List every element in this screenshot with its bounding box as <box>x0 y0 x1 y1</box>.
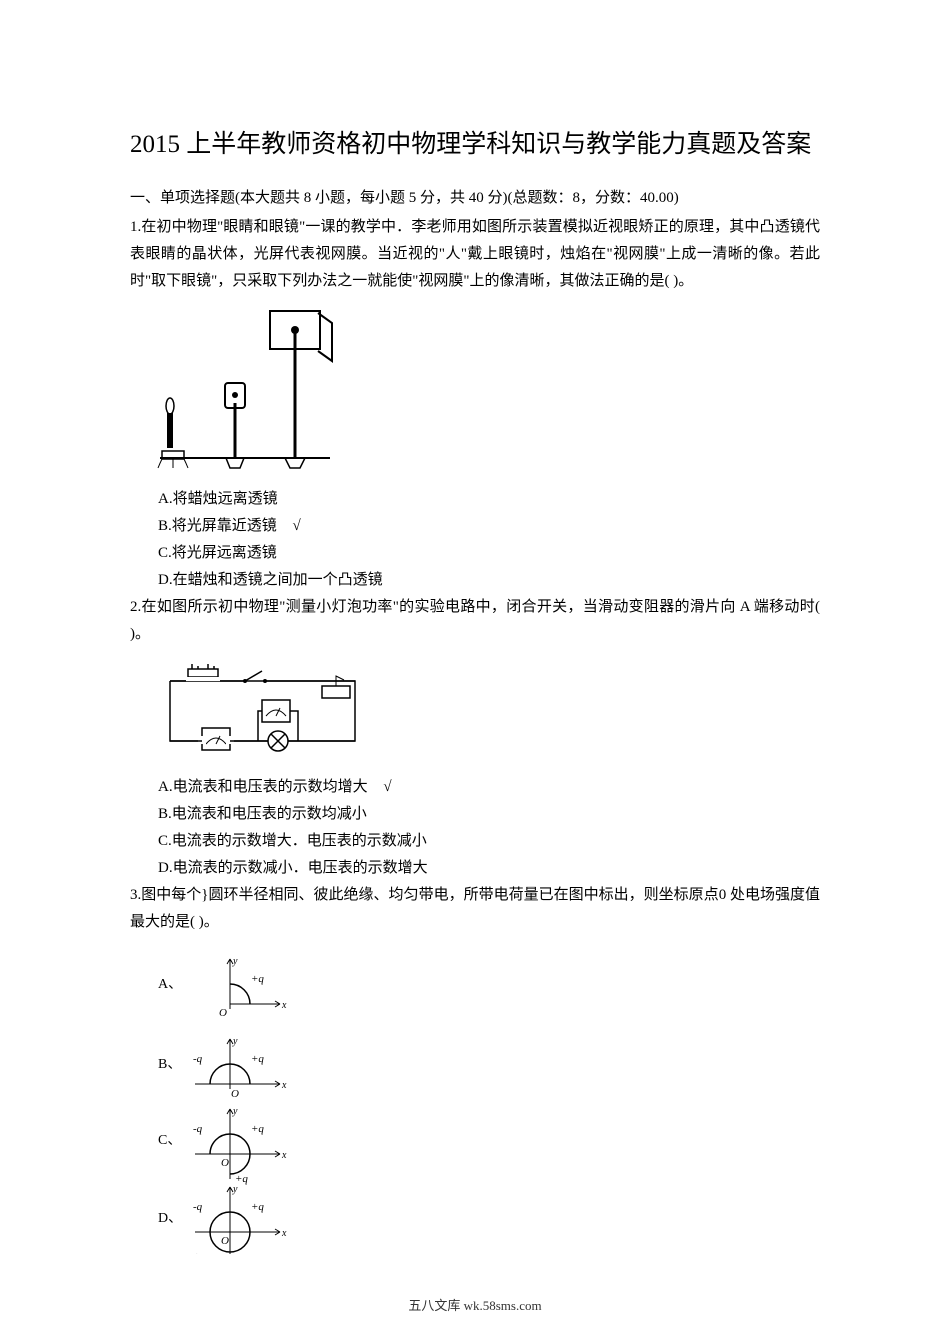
svg-text:-q: -q <box>193 1053 203 1065</box>
option-text: C.电流表的示数增大．电压表的示数减小 <box>158 833 427 849</box>
question-2: 2.在如图所示初中物理"测量小灯泡功率"的实验电路中，闭合开关，当滑动变阻器的滑… <box>130 594 820 648</box>
svg-text:x: x <box>281 1228 287 1239</box>
svg-text:O: O <box>231 1088 239 1100</box>
question-3: 3.图中每个}圆环半径相同、彼此绝缘、均匀带电，所带电荷量已在图中标出，则坐标原… <box>130 882 820 936</box>
svg-text:+q: +q <box>193 1251 206 1254</box>
question-2-stem: 2.在如图所示初中物理"测量小灯泡功率"的实验电路中，闭合开关，当滑动变阻器的滑… <box>130 594 820 648</box>
svg-text:x: x <box>281 1080 287 1091</box>
question-2-option-a: A.电流表和电压表的示数均增大 √ <box>130 774 820 801</box>
option-text: A.将蜡烛远离透镜 <box>158 491 278 507</box>
document-title: 2015 上半年教师资格初中物理学科知识与教学能力真题及答案 <box>130 120 820 170</box>
svg-text:O: O <box>221 1157 229 1169</box>
question-1-stem: 1.在初中物理"眼睛和眼镜"一课的教学中．李老师用如图所示装置模拟近视眼矫正的原… <box>130 214 820 295</box>
option-text: D.电流表的示数减小．电压表的示数增大 <box>158 860 428 876</box>
question-1-option-a: A.将蜡烛远离透镜 <box>130 486 820 513</box>
svg-text:+q: +q <box>251 973 264 985</box>
option-text: D.在蜡烛和透镜之间加一个凸透镜 <box>158 572 383 588</box>
question-2-figure <box>150 656 820 766</box>
svg-text:x: x <box>281 1150 287 1161</box>
svg-text:D、: D、 <box>158 1211 182 1226</box>
question-3-figure: A、 x y +q O B、 x y +q -q O C、 <box>150 944 820 1254</box>
svg-text:O: O <box>219 1007 227 1019</box>
svg-text:B、: B、 <box>158 1057 181 1072</box>
svg-text:x: x <box>281 1000 287 1011</box>
section-title: 一、单项选择题(本大题共 8 小题，每小题 5 分，共 40 分)(总题数：8，… <box>130 185 820 212</box>
question-2-option-d: D.电流表的示数减小．电压表的示数增大 <box>130 855 820 882</box>
svg-text:-q: -q <box>251 1251 261 1254</box>
option-text: C.将光屏远离透镜 <box>158 545 277 561</box>
svg-text:y: y <box>232 1106 238 1117</box>
option-text: A.电流表和电压表的示数均增大 <box>158 779 368 795</box>
svg-text:y: y <box>232 956 238 967</box>
svg-text:+q: +q <box>251 1053 264 1065</box>
svg-text:-q: -q <box>193 1201 203 1213</box>
question-1-option-c: C.将光屏远离透镜 <box>130 540 820 567</box>
page-footer: 五八文库 wk.58sms.com <box>0 1295 950 1314</box>
svg-text:A、: A、 <box>158 977 182 992</box>
question-1: 1.在初中物理"眼睛和眼镜"一课的教学中．李老师用如图所示装置模拟近视眼矫正的原… <box>130 214 820 295</box>
svg-text:C、: C、 <box>158 1133 181 1148</box>
svg-text:y: y <box>232 1184 238 1195</box>
question-1-option-d: D.在蜡烛和透镜之间加一个凸透镜 <box>130 567 820 594</box>
question-3-stem: 3.图中每个}圆环半径相同、彼此绝缘、均匀带电，所带电荷量已在图中标出，则坐标原… <box>130 882 820 936</box>
svg-text:+q: +q <box>251 1123 264 1135</box>
svg-text:O: O <box>221 1235 229 1247</box>
option-text: B.将光屏靠近透镜 <box>158 518 277 534</box>
question-1-option-b: B.将光屏靠近透镜 √ <box>130 513 820 540</box>
check-icon: √ <box>383 779 391 795</box>
question-2-option-b: B.电流表和电压表的示数均减小 <box>130 801 820 828</box>
svg-text:-q: -q <box>193 1123 203 1135</box>
question-1-figure <box>150 303 820 478</box>
question-2-option-c: C.电流表的示数增大．电压表的示数减小 <box>130 828 820 855</box>
option-text: B.电流表和电压表的示数均减小 <box>158 806 367 822</box>
svg-text:y: y <box>232 1036 238 1047</box>
svg-text:+q: +q <box>251 1201 264 1213</box>
check-icon: √ <box>293 518 301 534</box>
